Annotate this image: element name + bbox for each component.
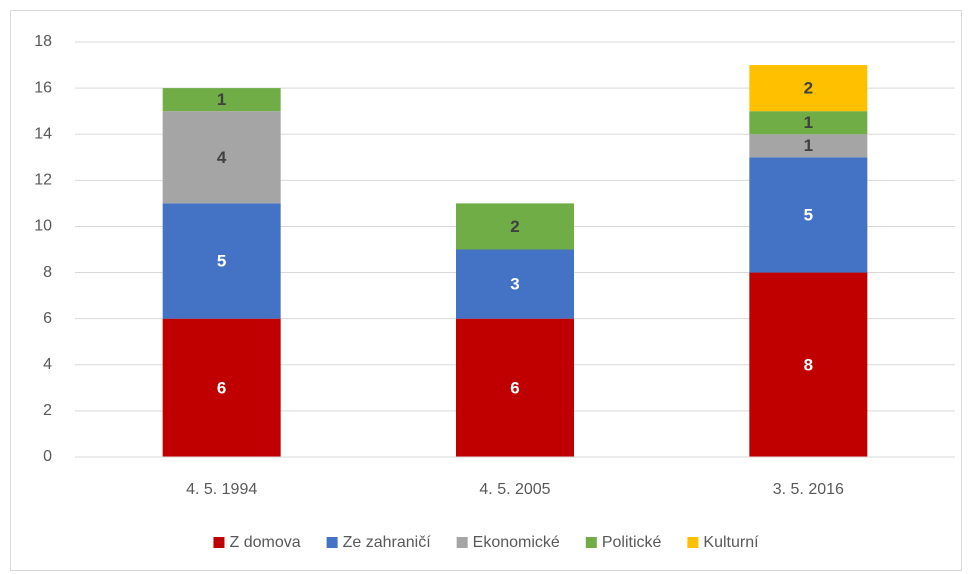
y-tick-label: 8 bbox=[43, 264, 52, 281]
y-tick-label: 18 bbox=[34, 33, 52, 50]
data-label: 5 bbox=[804, 205, 813, 224]
x-tick-label: 4. 5. 1994 bbox=[186, 481, 257, 498]
data-label: 1 bbox=[804, 113, 813, 132]
data-label: 6 bbox=[510, 378, 519, 397]
data-label: 2 bbox=[510, 217, 519, 236]
y-tick-label: 14 bbox=[34, 125, 52, 142]
bar-segment bbox=[749, 65, 868, 112]
y-tick-label: 4 bbox=[43, 356, 52, 373]
legend-swatch bbox=[213, 537, 225, 548]
data-label: 5 bbox=[217, 252, 226, 271]
legend-label: Ze zahraničí bbox=[343, 534, 432, 551]
legend-swatch bbox=[456, 537, 468, 548]
bar-segment bbox=[749, 134, 868, 158]
legend-swatch bbox=[687, 537, 699, 548]
x-tick-label: 3. 5. 2016 bbox=[773, 481, 844, 498]
y-tick-label: 2 bbox=[43, 402, 52, 419]
bar-segment bbox=[456, 318, 574, 457]
legend-swatch bbox=[585, 537, 597, 548]
legend-label: Ekonomické bbox=[473, 534, 560, 551]
x-tick-label: 4. 5. 2005 bbox=[479, 481, 550, 498]
legend-label: Politické bbox=[602, 534, 662, 551]
data-label: 1 bbox=[217, 90, 226, 109]
data-label: 2 bbox=[804, 79, 813, 98]
data-label: 4 bbox=[217, 148, 227, 167]
data-label: 1 bbox=[804, 136, 813, 155]
y-tick-label: 10 bbox=[34, 218, 52, 235]
bar-segment bbox=[749, 157, 868, 273]
bar-segment bbox=[162, 203, 281, 319]
bar-segment bbox=[749, 272, 868, 457]
bar-segment bbox=[456, 249, 574, 319]
y-tick-label: 16 bbox=[34, 79, 52, 96]
bar-segment bbox=[456, 203, 574, 250]
bar-segment bbox=[162, 88, 281, 112]
data-label: 3 bbox=[510, 275, 519, 294]
y-tick-label: 12 bbox=[34, 172, 52, 189]
legend-label: Z domova bbox=[229, 534, 300, 551]
data-label: 8 bbox=[804, 355, 813, 374]
legend-label: Kulturní bbox=[703, 534, 759, 551]
data-label: 6 bbox=[217, 378, 226, 397]
bar-segment bbox=[749, 111, 868, 135]
y-tick-label: 0 bbox=[43, 448, 52, 465]
legend-swatch bbox=[326, 537, 338, 548]
bar-segment bbox=[162, 318, 281, 457]
bar-segment bbox=[162, 111, 281, 204]
y-tick-label: 6 bbox=[43, 310, 52, 327]
